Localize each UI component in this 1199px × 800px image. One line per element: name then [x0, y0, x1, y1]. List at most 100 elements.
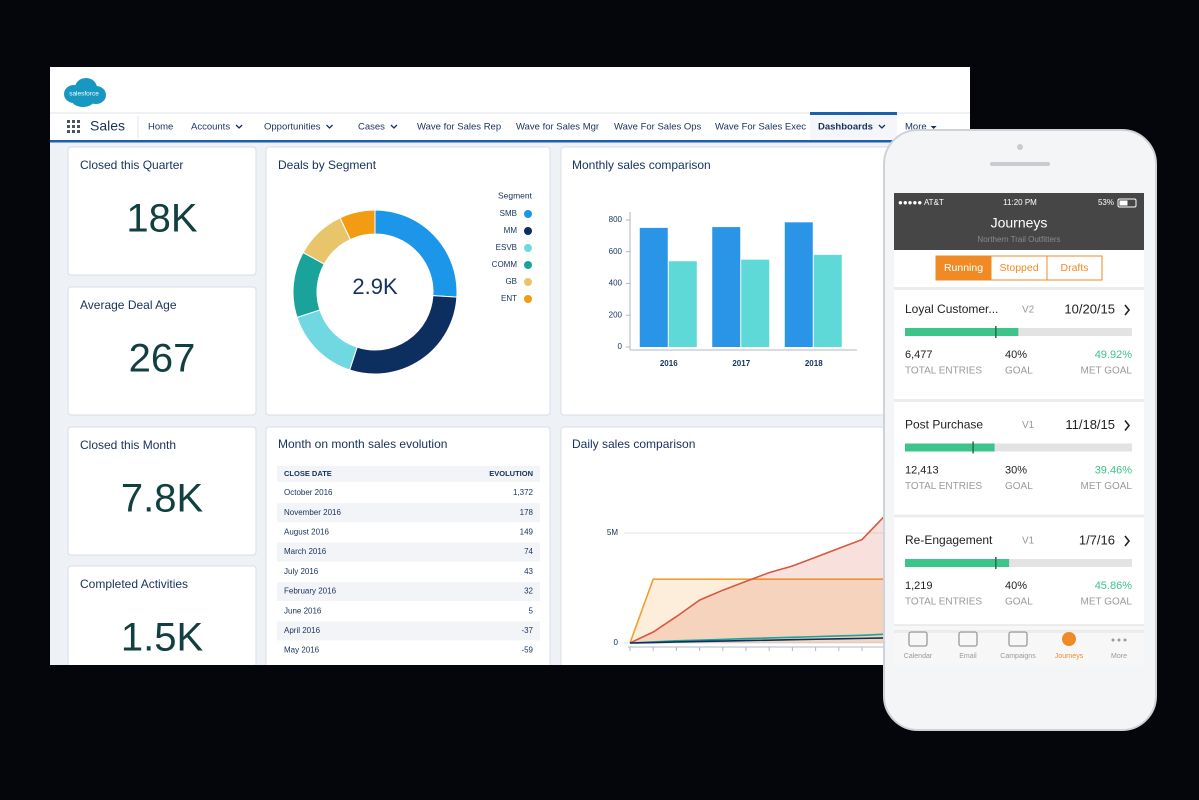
- legend-swatch: [524, 261, 532, 269]
- chart-title: Monthly sales comparison: [572, 158, 711, 172]
- phone: ●●●●● AT&T 11:20 PM 53% Journeys Northern Tr…: [883, 129, 1157, 731]
- nav-item[interactable]: Home: [148, 122, 173, 133]
- table-header-bg: [277, 466, 540, 482]
- journey-chevron[interactable]: [1124, 420, 1131, 431]
- y-tick-label: 5M: [607, 528, 618, 537]
- kpi-label: Closed this Month: [80, 438, 176, 452]
- journey-date: 1/7/16: [1079, 532, 1115, 547]
- toolbar-icon[interactable]: [958, 631, 978, 647]
- journey-chevron[interactable]: [1124, 304, 1131, 316]
- nav-item[interactable]: Cases: [358, 122, 385, 133]
- table-header: EVOLUTION: [489, 469, 533, 478]
- stat-value: 1,219: [905, 580, 933, 592]
- stat-label: GOAL: [1005, 597, 1033, 608]
- table-cell: 178: [520, 508, 534, 517]
- table-cell: 1,372: [513, 488, 534, 497]
- nav-item[interactable]: Accounts: [191, 122, 230, 133]
- nav-item[interactable]: Wave for Sales Mgr: [516, 122, 599, 133]
- stat-value: 40%: [1005, 349, 1027, 361]
- divider: [894, 287, 1144, 290]
- legend-label: ENT: [501, 294, 517, 303]
- nav-caret: [930, 126, 937, 129]
- logo-cloud: [71, 91, 95, 107]
- launcher-dot: [77, 130, 80, 133]
- stat-value: 12,413: [905, 464, 939, 476]
- stat-label: MET GOAL: [1081, 481, 1133, 492]
- phone-speaker: [990, 162, 1050, 166]
- bar: [813, 254, 842, 347]
- app-name: Sales: [90, 118, 125, 134]
- journey-name[interactable]: Re-Engagement: [905, 533, 993, 547]
- table-row-stripe: [277, 542, 540, 562]
- segment-tab[interactable]: [935, 255, 992, 281]
- table-cell: -59: [521, 646, 533, 655]
- toolbar-label[interactable]: Campaigns: [1000, 653, 1036, 660]
- nav-item[interactable]: Dashboards: [818, 122, 873, 133]
- toolbar-icon[interactable]: [1062, 632, 1076, 646]
- table-header: CLOSE DATE: [284, 469, 332, 478]
- toolbar-icon[interactable]: [1111, 638, 1115, 642]
- toolbar-icon[interactable]: [1117, 638, 1121, 642]
- area-fill: [630, 579, 886, 643]
- toolbar-icon[interactable]: [908, 631, 928, 647]
- toolbar-label[interactable]: Calendar: [904, 653, 933, 660]
- stat-label: MET GOAL: [1081, 366, 1133, 377]
- nav-item[interactable]: Wave For Sales Ops: [614, 122, 702, 133]
- legend-swatch: [524, 244, 532, 252]
- nav-item[interactable]: Wave For Sales Exec: [715, 122, 806, 133]
- toolbar-icon[interactable]: [1008, 631, 1028, 647]
- table-row-stripe: [277, 582, 540, 601]
- kpi-value: 1.5K: [121, 616, 204, 660]
- x-tick-label: 2018: [805, 359, 823, 368]
- nav-item[interactable]: Opportunities: [264, 122, 321, 133]
- stat-label: GOAL: [1005, 481, 1033, 492]
- bar: [639, 227, 668, 347]
- table-cell: April 2016: [284, 626, 321, 635]
- table-row-stripe: [277, 503, 540, 523]
- bar: [741, 259, 770, 347]
- table-cell: October 2016: [284, 488, 333, 497]
- phone-header: [894, 193, 1144, 250]
- legend-label: GB: [505, 277, 517, 286]
- legend-label: COMM: [492, 260, 518, 269]
- toolbar-label[interactable]: Email: [959, 653, 977, 660]
- dashboard-window: salesforce Sales Home Accounts Opportuniti…: [50, 67, 970, 665]
- logo: salesforce: [64, 78, 106, 107]
- screen-subtitle: Northern Trail Outfitters: [977, 235, 1060, 244]
- area-fill: [630, 515, 886, 643]
- nav-chevron: [390, 124, 398, 129]
- nav-item[interactable]: More: [905, 122, 927, 133]
- phone-camera: [1017, 144, 1023, 150]
- nav-item[interactable]: Wave for Sales Rep: [417, 122, 501, 133]
- card: [67, 146, 257, 276]
- legend-label: MM: [504, 226, 518, 235]
- table-cell: 43: [524, 567, 533, 576]
- journey-chevron[interactable]: [1124, 535, 1131, 547]
- toolbar-label[interactable]: Journeys: [1055, 653, 1084, 660]
- segment-tab[interactable]: [1046, 255, 1103, 281]
- segment-tab-label[interactable]: Running: [944, 262, 983, 274]
- screen-title: Journeys: [991, 215, 1048, 231]
- journey-name[interactable]: Loyal Customer...: [905, 302, 998, 316]
- launcher-dot: [72, 130, 75, 133]
- launcher-dot: [67, 125, 70, 128]
- chart-title: Daily sales comparison: [572, 437, 695, 451]
- stat-label: TOTAL ENTRIES: [905, 597, 982, 608]
- journey-date: 10/20/15: [1064, 301, 1115, 316]
- stat-value: 6,477: [905, 349, 933, 361]
- toolbar-label[interactable]: More: [1111, 653, 1127, 660]
- segment-tab[interactable]: [990, 255, 1048, 281]
- launcher-dot: [72, 125, 75, 128]
- journey-name[interactable]: Post Purchase: [905, 418, 983, 432]
- card: [67, 426, 257, 556]
- toolbar-icon[interactable]: [1123, 638, 1127, 642]
- legend-swatch: [524, 210, 532, 218]
- line-series: [629, 637, 886, 644]
- app-launcher[interactable]: [67, 120, 80, 133]
- segment-tab-label[interactable]: Stopped: [999, 262, 1038, 274]
- segment-tab-label[interactable]: Drafts: [1060, 262, 1088, 274]
- battery-icon: [1117, 198, 1137, 208]
- table-cell: 74: [524, 547, 533, 556]
- legend-label: SMB: [500, 209, 517, 218]
